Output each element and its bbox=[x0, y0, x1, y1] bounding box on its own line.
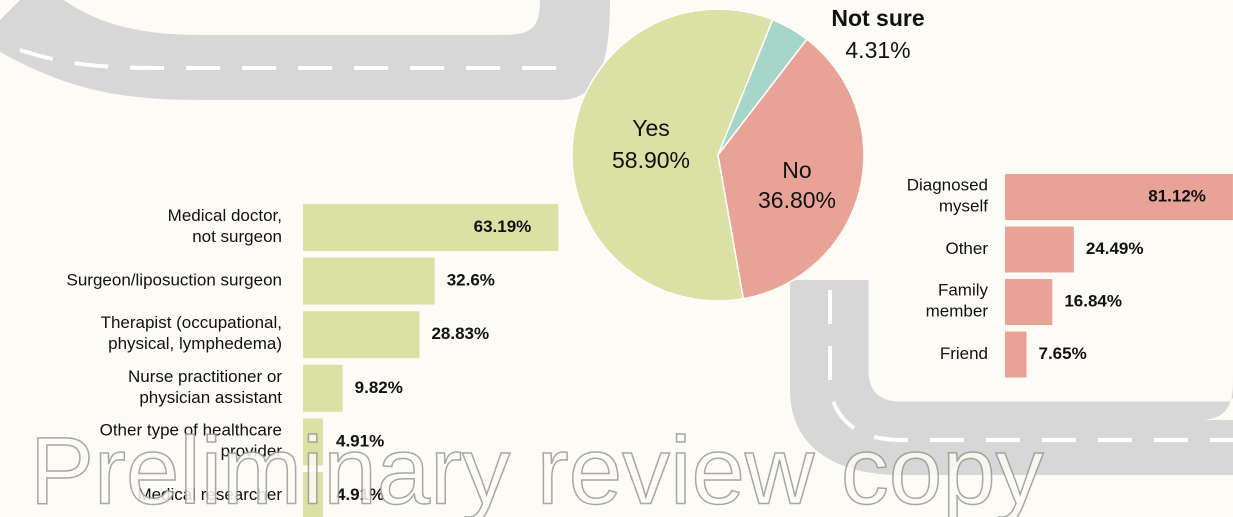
bar bbox=[303, 418, 323, 466]
pie-slice bbox=[571, 8, 774, 302]
bar bbox=[1005, 226, 1074, 273]
bar-value: 63.19% bbox=[474, 217, 532, 236]
bar-category: Diagnosed myself bbox=[907, 176, 989, 216]
road-background bbox=[0, 0, 1233, 475]
watermark: Preliminary review copy bbox=[30, 417, 1044, 517]
bar bbox=[303, 311, 420, 359]
bar-value: 81.12% bbox=[1148, 186, 1206, 205]
slice-value: 58.90% bbox=[612, 147, 690, 173]
bar-category: Medical doctor, not surgeon bbox=[168, 206, 282, 246]
bar bbox=[1005, 279, 1053, 325]
bar-value: 28.83% bbox=[431, 324, 489, 343]
bar bbox=[303, 364, 343, 412]
slice-value: 4.31% bbox=[845, 37, 910, 63]
slice-label: No bbox=[782, 157, 811, 183]
pie-slice bbox=[717, 38, 865, 300]
slice-label: Yes bbox=[632, 115, 670, 141]
bar-category: Surgeon/liposuction surgeon bbox=[67, 271, 282, 290]
slice-label: Not sure bbox=[831, 5, 924, 31]
bar-value: 4.91% bbox=[336, 431, 384, 450]
bar-category: Nurse practitioner or physician assistant bbox=[128, 367, 282, 407]
bar-value: 32.6% bbox=[447, 271, 495, 290]
bar bbox=[303, 472, 323, 517]
bar-value: 16.84% bbox=[1064, 291, 1122, 310]
bar bbox=[303, 257, 435, 305]
bar-category: Family member bbox=[926, 281, 989, 321]
bar-category: Medical researcher bbox=[137, 485, 282, 504]
bar-value: 9.82% bbox=[355, 378, 403, 397]
slice-value: 36.80% bbox=[758, 187, 836, 213]
bar-category: Therapist (occupational, physical, lymphe… bbox=[101, 314, 282, 354]
bar-value: 24.49% bbox=[1086, 239, 1144, 258]
bar-value: 7.65% bbox=[1038, 344, 1086, 363]
bar bbox=[1005, 174, 1233, 220]
bar-value: 4.91% bbox=[336, 485, 384, 504]
bar bbox=[303, 204, 559, 251]
bar-category: Other type of healthcare provider bbox=[100, 421, 283, 461]
bar-category: Friend bbox=[940, 344, 988, 363]
bar-category: Other bbox=[945, 239, 988, 258]
bar bbox=[1005, 331, 1027, 378]
